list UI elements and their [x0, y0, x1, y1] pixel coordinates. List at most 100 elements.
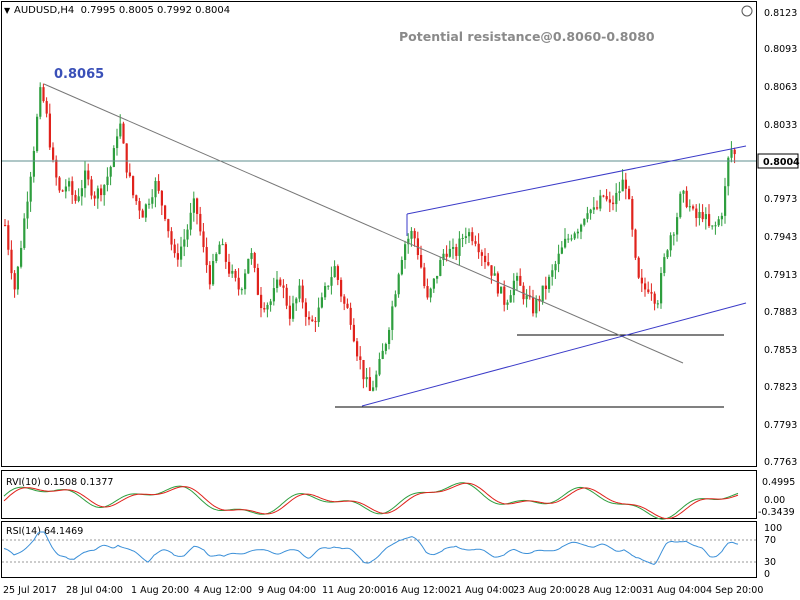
candle-body [368, 377, 371, 391]
candle-body [160, 190, 163, 206]
time-tick: 25 Jul 2017 [3, 585, 57, 596]
candle-body [215, 254, 218, 262]
candle-body [647, 289, 650, 293]
candle-body [621, 179, 624, 192]
candle-body [580, 224, 583, 232]
candle-body [32, 150, 35, 177]
candle-body [541, 285, 544, 302]
price-panel-frame [1, 1, 757, 467]
candle-body [436, 275, 439, 279]
candle-body [484, 255, 487, 263]
candle-body [311, 319, 314, 322]
candle-body [372, 387, 375, 391]
rsi-tick: 0 [764, 569, 770, 580]
candle-body [365, 377, 368, 380]
time-tick: 23 Aug 20:00 [513, 585, 577, 596]
candle-body [330, 277, 333, 286]
candle-body [548, 276, 551, 289]
candle-body [253, 252, 256, 268]
candle-body [708, 214, 711, 226]
candle-body [90, 179, 93, 196]
candle-body [93, 195, 96, 199]
candle-body [724, 186, 727, 216]
candle-body [685, 190, 688, 207]
candle-body [605, 196, 608, 200]
time-tick: 4 Aug 12:00 [194, 585, 252, 596]
candle-body [692, 206, 695, 209]
candle-body [564, 238, 567, 248]
time-tick: 1 Aug 20:00 [131, 585, 189, 596]
candle-body [413, 230, 416, 239]
candle-body [384, 343, 387, 351]
candle-body [596, 207, 599, 209]
channel-upper-line[interactable] [406, 145, 747, 215]
candle-body [224, 244, 227, 262]
candlestick-series [4, 82, 736, 392]
candle-body [202, 231, 205, 248]
candle-body [660, 273, 663, 304]
candle-body [256, 267, 259, 295]
candle-body [608, 199, 611, 203]
candle-body [234, 270, 237, 278]
candle-body [48, 113, 51, 148]
candle-body [71, 181, 74, 195]
candle-body [688, 206, 691, 208]
candle-body [423, 267, 426, 287]
candle-body [500, 286, 503, 294]
candle-body [356, 341, 359, 357]
candle-body [618, 191, 621, 193]
candle-body [394, 294, 397, 307]
collapse-arrow-icon[interactable]: ▼ [4, 6, 11, 15]
downtrend-line[interactable] [43, 83, 684, 364]
candle-body [349, 307, 352, 325]
candle-body [391, 306, 394, 330]
candle-body [452, 247, 455, 249]
candle-body [573, 233, 576, 239]
candle-body [103, 185, 106, 196]
candle-body [711, 225, 714, 227]
candle-body [583, 218, 586, 225]
candle-body [36, 116, 39, 151]
candle-body [221, 244, 224, 246]
candle-body [199, 213, 202, 232]
candle-body [327, 285, 330, 287]
candle-body [74, 194, 77, 201]
candle-body [602, 195, 605, 197]
candle-body [496, 273, 499, 294]
rsi-tick: 70 [764, 535, 776, 546]
candle-body [269, 301, 272, 305]
candle-body [42, 87, 45, 102]
candle-body [180, 246, 183, 260]
candle-body [250, 252, 253, 259]
candle-body [516, 275, 519, 281]
candle-body [535, 298, 538, 314]
candle-body [445, 253, 448, 257]
candle-body [4, 225, 7, 227]
candle-body [237, 277, 240, 290]
price-tick: 0.7913 [764, 270, 797, 281]
close-chart-icon[interactable] [741, 5, 753, 17]
candle-body [141, 210, 144, 218]
time-tick: 31 Aug 04:00 [642, 585, 706, 596]
candle-body [298, 285, 301, 299]
candle-body [109, 166, 112, 177]
candle-body [346, 303, 349, 308]
candle-body [480, 252, 483, 256]
candle-body [208, 265, 211, 285]
candle-body [532, 297, 535, 314]
candle-body [400, 259, 403, 275]
candle-body [77, 196, 80, 201]
candle-body [589, 209, 592, 214]
candle-body [468, 232, 471, 237]
candle-body [407, 238, 410, 245]
candle-body [653, 293, 656, 304]
channel-lower-line[interactable] [361, 302, 747, 407]
candle-body [375, 374, 378, 388]
candle-body [247, 258, 250, 274]
candle-body [650, 292, 653, 294]
price-tick: 0.7973 [764, 194, 797, 205]
candle-body [637, 257, 640, 278]
candle-body [429, 288, 432, 298]
candle-body [116, 136, 119, 149]
